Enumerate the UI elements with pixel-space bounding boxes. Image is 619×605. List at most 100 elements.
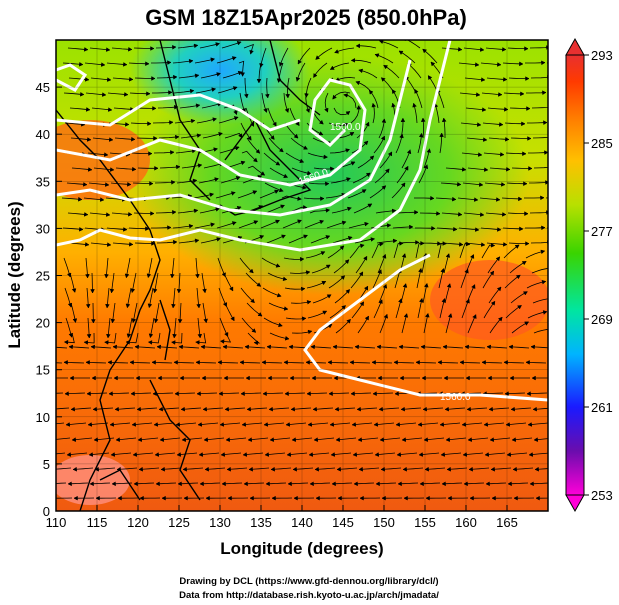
y-tick-label: 10 xyxy=(36,410,50,425)
streamline-arrowhead xyxy=(302,204,308,210)
streamline-arrowhead xyxy=(512,466,517,472)
streamline-arrowhead xyxy=(395,422,401,427)
streamline-arrowhead xyxy=(321,280,327,286)
streamline xyxy=(533,328,548,334)
streamline-arrowhead xyxy=(308,452,314,457)
streamline-arrowhead xyxy=(302,185,307,190)
streamline-arrowhead xyxy=(270,466,275,472)
credit-data: Data from http://database.rish.kyoto-u.a… xyxy=(179,590,439,601)
x-tick-label: 145 xyxy=(332,515,354,530)
streamline-arrowhead xyxy=(528,166,533,171)
streamline-arrowhead xyxy=(447,313,453,318)
streamline-arrowhead xyxy=(340,275,346,280)
streamline-arrowhead xyxy=(227,495,232,501)
streamline-arrowhead xyxy=(479,212,485,217)
streamline-arrowhead xyxy=(399,375,404,381)
streamline-arrowhead xyxy=(419,481,424,487)
streamline-arrowhead xyxy=(446,283,452,288)
streamline-arrowhead xyxy=(414,88,419,94)
streamline-arrowhead xyxy=(491,495,496,501)
streamline-arrowhead xyxy=(387,151,393,157)
streamline-arrowhead xyxy=(359,243,365,249)
streamline-arrowhead xyxy=(301,316,307,322)
streamline-arrowhead xyxy=(542,90,547,96)
streamline-arrowhead xyxy=(383,313,389,319)
streamline-arrowhead xyxy=(131,136,136,142)
streamline-arrowhead xyxy=(106,77,112,82)
streamline-arrowhead xyxy=(505,136,510,142)
streamline-arrowhead xyxy=(195,340,200,345)
streamline-arrowhead xyxy=(315,495,320,501)
streamline-arrowhead xyxy=(129,76,134,82)
streamline-arrowhead xyxy=(418,297,424,303)
streamline-arrowhead xyxy=(263,422,269,427)
streamline-arrowhead xyxy=(278,187,284,193)
streamline-arrowhead xyxy=(481,360,486,365)
streamline-arrowhead xyxy=(399,133,404,139)
streamline-arrowhead xyxy=(197,333,203,339)
streamline-arrowhead xyxy=(350,391,355,397)
streamline-arrowhead xyxy=(110,318,116,324)
streamline-arrowhead xyxy=(212,117,218,122)
streamline-arrowhead xyxy=(303,145,308,150)
streamline-arrowhead xyxy=(171,340,176,345)
streamline-arrowhead xyxy=(465,298,470,304)
streamline-arrowhead xyxy=(384,168,390,174)
streamline-arrowhead xyxy=(476,122,482,127)
streamline-arrowhead xyxy=(363,255,368,261)
streamline-arrowhead xyxy=(64,391,69,397)
streamline-arrowhead xyxy=(71,288,77,293)
streamline-arrowhead xyxy=(123,62,128,67)
streamline-arrowhead xyxy=(199,481,204,487)
streamline-arrowhead xyxy=(375,481,380,487)
streamline-arrowhead xyxy=(272,121,277,127)
streamline-arrowhead xyxy=(483,167,489,172)
streamline-arrowhead xyxy=(178,344,183,350)
streamline-arrowhead xyxy=(465,241,471,247)
streamline-arrowhead xyxy=(486,344,491,350)
streamline-arrowhead xyxy=(443,375,448,381)
streamline-arrowhead xyxy=(475,92,481,97)
streamline-arrowhead xyxy=(101,92,107,97)
streamline-arrowhead xyxy=(420,344,425,350)
streamline-arrowhead xyxy=(214,177,220,182)
streamline-arrowhead xyxy=(246,406,251,412)
streamline-arrowhead xyxy=(469,254,475,259)
streamline xyxy=(547,257,548,258)
streamline-arrowhead xyxy=(414,209,419,215)
streamline-arrowhead xyxy=(430,61,436,67)
streamline-arrowhead xyxy=(346,318,351,324)
streamline-arrowhead xyxy=(114,406,119,412)
streamline-arrowhead xyxy=(174,391,179,397)
streamline-arrowhead xyxy=(229,286,234,292)
streamline-arrowhead xyxy=(464,344,469,350)
streamline-arrowhead xyxy=(275,219,280,224)
streamline-arrowhead xyxy=(216,237,222,242)
streamline-arrowhead xyxy=(381,253,387,259)
streamline-arrowhead xyxy=(292,466,297,472)
streamline-arrowhead xyxy=(374,452,380,457)
streamline-arrowhead xyxy=(167,60,172,65)
streamline-arrowhead xyxy=(490,300,496,306)
streamline-arrowhead xyxy=(283,306,289,311)
streamline-arrowhead xyxy=(130,391,135,397)
streamline-arrowhead xyxy=(105,212,111,217)
streamline-arrowhead xyxy=(402,466,407,472)
streamline-arrowhead xyxy=(131,422,137,427)
streamline-arrowhead xyxy=(478,182,484,187)
streamline-arrowhead xyxy=(401,437,407,442)
streamline-arrowhead xyxy=(358,271,364,277)
streamline-arrowhead xyxy=(134,344,139,350)
colorbar-gradient xyxy=(565,54,585,496)
streamline-arrowhead xyxy=(168,90,173,95)
streamline-arrowhead xyxy=(403,495,408,501)
streamline-arrowhead xyxy=(172,45,177,50)
streamline-arrowhead xyxy=(377,375,382,381)
streamline-arrowhead xyxy=(461,167,467,172)
streamline-arrowhead xyxy=(427,75,433,81)
streamline-arrowhead xyxy=(306,170,312,176)
streamline-arrowhead xyxy=(380,135,386,141)
streamline-arrowhead xyxy=(123,227,128,232)
streamline-arrowhead xyxy=(341,220,347,226)
streamline-arrowhead xyxy=(403,313,409,318)
